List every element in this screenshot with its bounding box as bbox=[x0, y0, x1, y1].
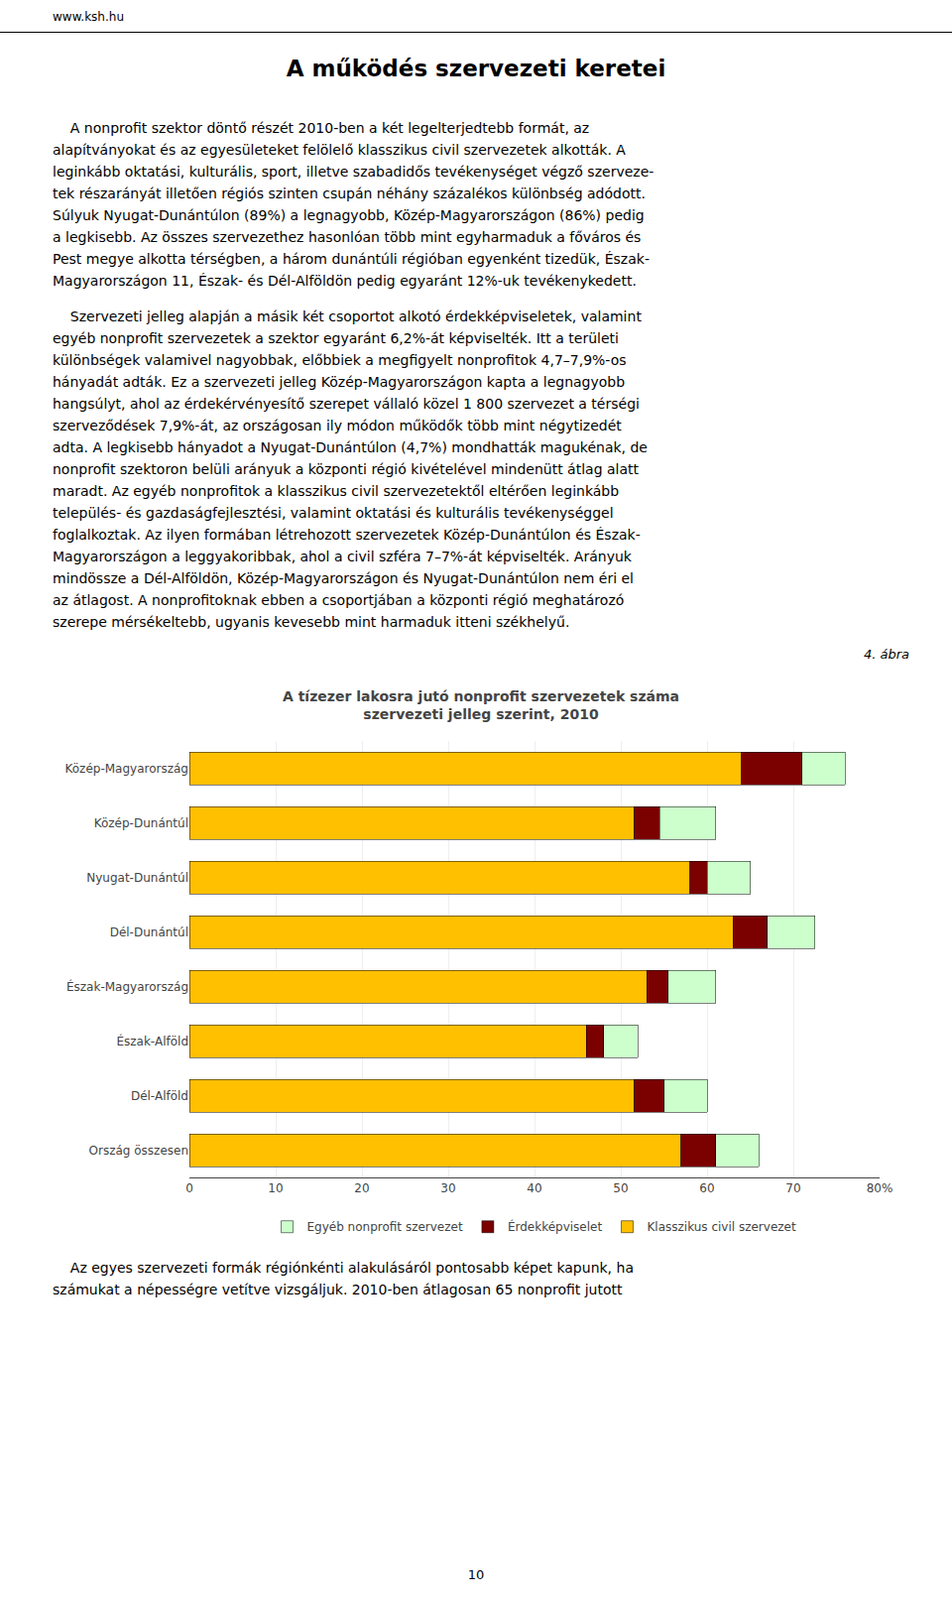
html-text:4. ábra: 4. ábra bbox=[863, 646, 910, 662]
svg-text:60: 60 bbox=[699, 1181, 714, 1195]
svg-text:A tízezer lakosra jutó nonprof: A tízezer lakosra jutó nonprofit szervez… bbox=[282, 688, 680, 722]
html-text:Az egyes szervezeti formák rég: Az egyes szervezeti formák régiónkénti a… bbox=[52, 1259, 634, 1276]
svg-text:10: 10 bbox=[267, 1181, 283, 1195]
svg-text:Egyéb nonprofit szervezet: Egyéb nonprofit szervezet bbox=[307, 1219, 464, 1234]
html-text:különbségek valamivel nagyobba: különbségek valamivel nagyobbak, előbbie… bbox=[52, 352, 627, 368]
html-text:Magyarországon 11, Észak- és D: Magyarországon 11, Észak- és Dél-Alföldö… bbox=[52, 272, 637, 289]
html-text:foglalkoztak. Az ilyen formába: foglalkoztak. Az ilyen formában létrehoz… bbox=[52, 526, 641, 543]
svg-text:Klasszikus civil szervezet: Klasszikus civil szervezet bbox=[646, 1219, 796, 1234]
svg-text:Dél-Dunántúl: Dél-Dunántúl bbox=[110, 925, 189, 940]
svg-text:50: 50 bbox=[612, 1181, 628, 1195]
html-text:hányadát adták. Ez a szervezet: hányadát adták. Ez a szervezeti jelleg K… bbox=[52, 373, 625, 390]
html-text:alapítványokat és az egyesület: alapítványokat és az egyesületeket felöl… bbox=[52, 141, 626, 158]
svg-text:80%: 80% bbox=[866, 1181, 894, 1195]
html-text:adta. A legkisebb hányadot a N: adta. A legkisebb hányadot a Nyugat-Duná… bbox=[52, 439, 648, 456]
html-text:maradt. Az egyéb nonprofitok a: maradt. Az egyéb nonprofitok a klassziku… bbox=[52, 482, 619, 499]
svg-text:Közép-Magyarország: Közép-Magyarország bbox=[65, 761, 190, 776]
svg-text:0: 0 bbox=[185, 1181, 194, 1195]
html-text:A nonprofit szektor döntő rész: A nonprofit szektor döntő részét 2010-be… bbox=[52, 119, 590, 136]
html-text:számukat a népességre vetítve: számukat a népességre vetítve vizsgáljuk… bbox=[52, 1281, 623, 1298]
html-text:szerveződések 7,9%-át, az orsz: szerveződések 7,9%-át, az országosan ily… bbox=[52, 417, 622, 434]
html-text:Magyarországon a leggyakoribba: Magyarországon a leggyakoribbak, ahol a … bbox=[52, 548, 632, 565]
svg-text:40: 40 bbox=[526, 1181, 542, 1195]
html-text:egyéb nonprofit szervezetek a: egyéb nonprofit szervezetek a szektor eg… bbox=[52, 330, 619, 347]
html-text:leginkább oktatási, kulturális: leginkább oktatási, kulturális, sport, i… bbox=[52, 163, 654, 180]
html-text:az átlagost. A nonprofitoknak: az átlagost. A nonprofitoknak ebben a cs… bbox=[52, 592, 625, 608]
svg-text:Közép-Dunántúl: Közép-Dunántúl bbox=[94, 816, 189, 831]
html-text:a legkisebb. Az összes szervez: a legkisebb. Az összes szervezethez haso… bbox=[52, 229, 642, 245]
svg-text:Ország összesen: Ország összesen bbox=[89, 1143, 189, 1158]
html-text:nonprofit szektoron belüli ará: nonprofit szektoron belüli arányuk a köz… bbox=[52, 461, 639, 477]
html-text:10: 10 bbox=[467, 1566, 485, 1582]
svg-text:70: 70 bbox=[785, 1181, 801, 1195]
svg-text:Dél-Alföld: Dél-Alföld bbox=[130, 1088, 189, 1103]
svg-text:Érdekképviselet: Érdekképviselet bbox=[507, 1218, 603, 1234]
html-text:www.ksh.hu: www.ksh.hu bbox=[52, 9, 124, 24]
svg-text:Nyugat-Dunántúl: Nyugat-Dunántúl bbox=[86, 870, 189, 885]
svg-text:20: 20 bbox=[354, 1181, 369, 1195]
html-text:Pest megye alkotta térségben,: Pest megye alkotta térségben, a három du… bbox=[52, 250, 650, 267]
html-text:A működés szervezeti keretei: A működés szervezeti keretei bbox=[286, 55, 666, 82]
html-text:tek részarányát illetően régió: tek részarányát illetően régiós szinten … bbox=[52, 185, 646, 202]
svg-text:Észak-Alföld: Észak-Alföld bbox=[116, 1033, 189, 1049]
svg-text:30: 30 bbox=[440, 1181, 456, 1195]
html-text:Súlyuk Nyugat-Dunántúlon (89%): Súlyuk Nyugat-Dunántúlon (89%) a legnagy… bbox=[52, 207, 645, 224]
html-text:mindössze a Dél-Alföldön, Közé: mindössze a Dél-Alföldön, Közép-Magyaror… bbox=[52, 570, 634, 587]
html-text:szerepe mérsékeltebb, ugyanis: szerepe mérsékeltebb, ugyanis kevesebb m… bbox=[52, 613, 570, 630]
html-text:hangsúlyt, ahol az érdekérvény: hangsúlyt, ahol az érdekérvényesítő szer… bbox=[52, 395, 640, 412]
html-text:Szervezeti jelleg alapján a má: Szervezeti jelleg alapján a másik két cs… bbox=[52, 308, 642, 325]
html-text:település- és gazdaságfejleszt: település- és gazdaságfejlesztési, valam… bbox=[52, 504, 614, 521]
svg-text:Észak-Magyarország: Észak-Magyarország bbox=[66, 978, 189, 994]
